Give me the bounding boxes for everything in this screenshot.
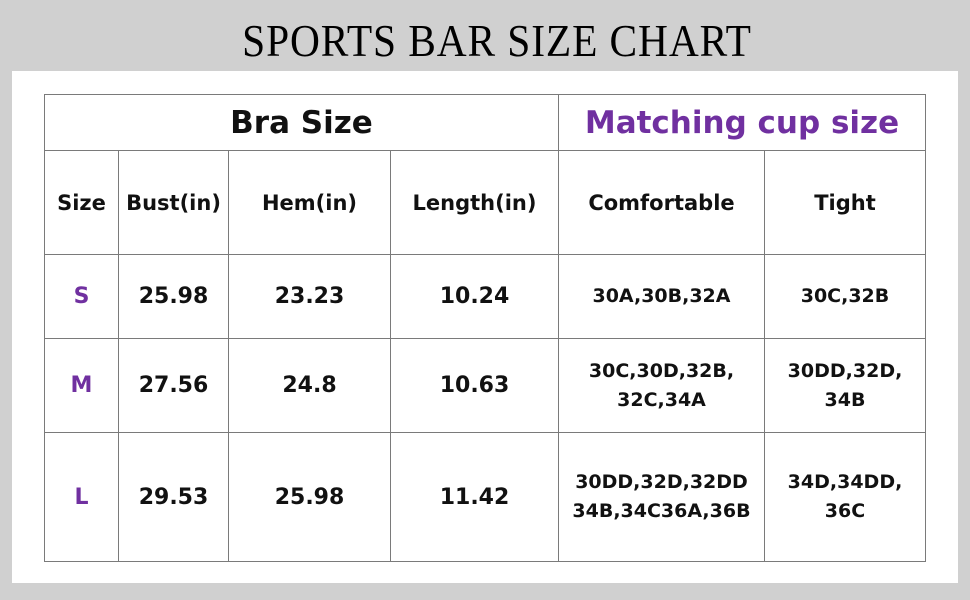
comfortable-cell: 30A,30B,32A bbox=[558, 254, 765, 339]
length-cell: 10.63 bbox=[390, 338, 559, 433]
bra-size-header: Bra Size bbox=[44, 94, 559, 151]
tight-cell: 30DD,32D, 34B bbox=[764, 338, 926, 433]
column-header-tight: Tight bbox=[764, 150, 926, 255]
cup-line: 30C,30D,32B, bbox=[588, 359, 735, 382]
size-cell: M bbox=[44, 338, 119, 433]
size-cell: S bbox=[44, 254, 119, 339]
matching-cup-size-header: Matching cup size bbox=[558, 94, 926, 151]
column-header-size: Size bbox=[44, 150, 119, 255]
cup-line: 30DD,32D,32DD bbox=[575, 471, 748, 493]
table-row: M 27.56 24.8 10.63 30C,30D,32B, 32C,34A 3… bbox=[44, 338, 926, 433]
bust-cell: 25.98 bbox=[118, 254, 229, 339]
comfortable-cell: 30DD,32D,32DD 34B,34C36A,36B bbox=[558, 432, 765, 562]
size-chart-table: Bra Size Matching cup size Size Bust(in)… bbox=[44, 94, 926, 562]
cup-line: 30A,30B,32A bbox=[592, 285, 731, 307]
cup-line: 30C,32B bbox=[800, 285, 890, 307]
bust-cell: 27.56 bbox=[118, 338, 229, 433]
cup-line: 30DD,32D, bbox=[787, 359, 903, 382]
column-header-comfortable: Comfortable bbox=[558, 150, 765, 255]
table-row: L 29.53 25.98 11.42 30DD,32D,32DD 34B,34C… bbox=[44, 432, 926, 562]
page-title: SPORTS BAR SIZE CHART bbox=[242, 15, 752, 66]
bust-cell: 29.53 bbox=[118, 432, 229, 562]
length-cell: 11.42 bbox=[390, 432, 559, 562]
size-cell: L bbox=[44, 432, 119, 562]
column-header-length: Length(in) bbox=[390, 150, 559, 255]
tight-cell: 34D,34DD, 36C bbox=[764, 432, 926, 562]
cup-line: 34D,34DD, bbox=[787, 471, 903, 493]
table-row: S 25.98 23.23 10.24 30A,30B,32A 30C,32B bbox=[44, 254, 926, 339]
cup-line: 34B bbox=[824, 388, 866, 411]
column-header-hem: Hem(in) bbox=[228, 150, 391, 255]
length-cell: 10.24 bbox=[390, 254, 559, 339]
tight-cell: 30C,32B bbox=[764, 254, 926, 339]
cup-line: 36C bbox=[824, 500, 866, 522]
column-header-bust: Bust(in) bbox=[118, 150, 229, 255]
hem-cell: 23.23 bbox=[228, 254, 391, 339]
cup-line: 32C,34A bbox=[617, 388, 706, 411]
comfortable-cell: 30C,30D,32B, 32C,34A bbox=[558, 338, 765, 433]
hem-cell: 24.8 bbox=[228, 338, 391, 433]
hem-cell: 25.98 bbox=[228, 432, 391, 562]
cup-line: 34B,34C36A,36B bbox=[572, 500, 751, 522]
